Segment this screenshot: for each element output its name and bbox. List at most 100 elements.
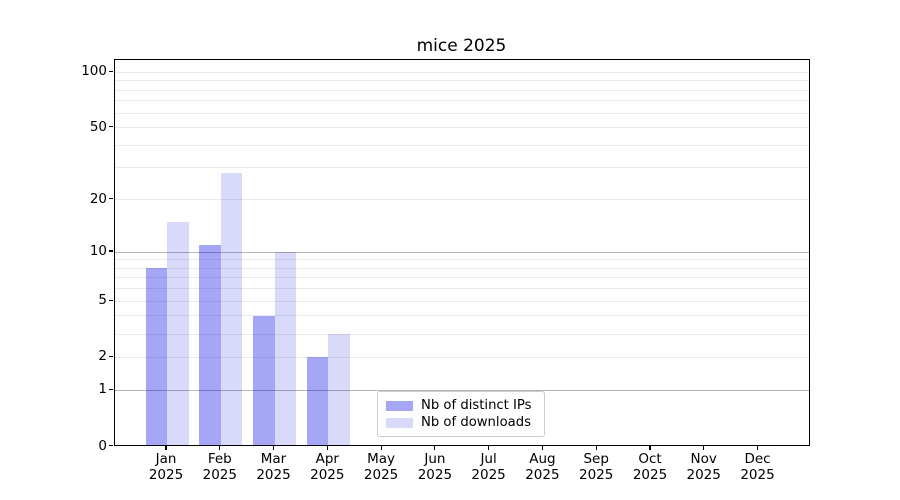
y-gridline-minor	[114, 144, 809, 146]
y-tick-label: 50	[89, 118, 107, 135]
bar-downloads	[167, 221, 189, 446]
y-gridline-minor	[114, 167, 809, 169]
x-tick	[219, 445, 221, 450]
y-gridline-minor	[114, 80, 809, 82]
x-tick-month: Nov	[690, 451, 717, 467]
x-tick-month: Jun	[424, 451, 446, 467]
x-tick-year: 2025	[417, 466, 453, 483]
x-tick-year: 2025	[740, 466, 775, 483]
x-tick-label: Oct 2025	[620, 451, 680, 483]
x-tick-label: Sep 2025	[566, 451, 626, 483]
y-gridline-minor	[114, 288, 809, 290]
legend-entry: Nb of distinct IPs	[386, 397, 536, 414]
x-tick-year: 2025	[579, 466, 614, 483]
bar-distinct-ips	[145, 268, 167, 446]
y-gridline-minor	[114, 277, 809, 279]
y-gridline-minor	[114, 259, 809, 261]
x-tick-label: Dec 2025	[728, 451, 788, 483]
x-tick-month: Feb	[207, 451, 232, 467]
y-tick-label: 0	[98, 437, 107, 454]
y-gridline-minor	[114, 267, 809, 269]
y-tick-label: 5	[98, 292, 107, 309]
x-tick-label: Jan 2025	[136, 451, 196, 483]
y-gridline-minor	[114, 356, 809, 358]
y-tick	[109, 125, 113, 128]
y-gridline-minor	[114, 100, 809, 102]
x-tick	[756, 445, 759, 450]
x-tick-month: Mar	[260, 451, 287, 467]
x-tick-year: 2025	[310, 466, 345, 483]
bar-downloads	[328, 334, 350, 446]
x-tick-label: Feb 2025	[190, 451, 250, 483]
legend-entry: Nb of downloads	[386, 415, 536, 432]
y-tick	[109, 444, 113, 447]
x-tick	[165, 445, 167, 450]
y-tick-label: 10	[89, 243, 107, 259]
plot-area	[113, 58, 810, 446]
y-tick-label: 100	[81, 63, 107, 80]
y-gridline-minor	[114, 315, 809, 317]
y-tick-label: 20	[89, 190, 107, 207]
x-tick-month: Apr	[315, 451, 339, 467]
x-tick	[326, 445, 328, 450]
y-gridline-major	[114, 251, 809, 253]
y-tick	[109, 197, 113, 200]
x-tick-month: Oct	[638, 451, 662, 467]
y-gridline-minor	[114, 333, 809, 335]
x-tick-label: Aug 2025	[512, 451, 572, 483]
y-gridline-minor	[114, 112, 809, 114]
x-tick-year: 2025	[363, 466, 399, 483]
x-tick-month: Jul	[480, 451, 497, 467]
x-tick	[488, 445, 490, 450]
legend-swatch-downloads	[386, 418, 413, 429]
chart-title: mice 2025	[416, 36, 507, 56]
x-tick-month: Aug	[529, 451, 556, 467]
x-tick	[703, 445, 705, 450]
x-tick-month: May	[367, 451, 396, 467]
x-tick-year: 2025	[525, 466, 560, 483]
x-tick-label: May 2025	[351, 451, 411, 483]
y-gridline-major	[114, 389, 809, 391]
legend-label: Nb of downloads	[421, 415, 531, 431]
y-tick	[109, 388, 113, 390]
y-gridline-minor	[114, 199, 809, 200]
x-tick-month: Dec	[744, 451, 771, 467]
x-tick-year: 2025	[256, 466, 291, 483]
y-tick-label: 1	[98, 381, 107, 398]
bar-downloads	[274, 252, 296, 446]
legend: Nb of distinct IPs Nb of downloads	[377, 391, 545, 437]
x-tick	[380, 445, 382, 450]
x-tick-label: Jun 2025	[405, 451, 465, 483]
legend-swatch-distinct-ips	[386, 400, 413, 411]
x-tick	[541, 445, 543, 450]
x-tick-label: Mar 2025	[244, 451, 304, 483]
x-tick-year: 2025	[202, 466, 237, 483]
x-tick-month: Jan	[155, 451, 177, 467]
legend-label: Nb of distinct IPs	[421, 397, 532, 413]
x-tick	[595, 445, 597, 450]
x-tick-year: 2025	[632, 466, 668, 483]
x-tick	[272, 445, 275, 450]
y-gridline-minor	[114, 89, 809, 91]
x-tick-year: 2025	[471, 466, 506, 483]
x-tick-label: Jul 2025	[459, 451, 519, 483]
bar-distinct-ips	[253, 315, 275, 446]
y-gridline-minor	[114, 127, 809, 128]
x-tick	[434, 445, 436, 450]
bar-distinct-ips	[199, 244, 221, 446]
bar-downloads	[220, 173, 243, 446]
x-tick	[649, 445, 651, 450]
y-tick-label: 2	[98, 348, 107, 365]
y-tick	[109, 70, 113, 72]
y-tick	[109, 250, 113, 252]
x-tick-year: 2025	[686, 466, 721, 483]
x-tick-month: Sep	[583, 451, 609, 467]
y-gridline-minor	[114, 300, 809, 302]
x-tick-year: 2025	[148, 466, 184, 483]
bar-distinct-ips	[306, 357, 329, 446]
x-tick-label: Apr 2025	[297, 451, 357, 483]
y-gridline-minor	[114, 71, 809, 73]
x-tick-label: Nov 2025	[674, 451, 734, 483]
y-tick	[109, 299, 113, 301]
